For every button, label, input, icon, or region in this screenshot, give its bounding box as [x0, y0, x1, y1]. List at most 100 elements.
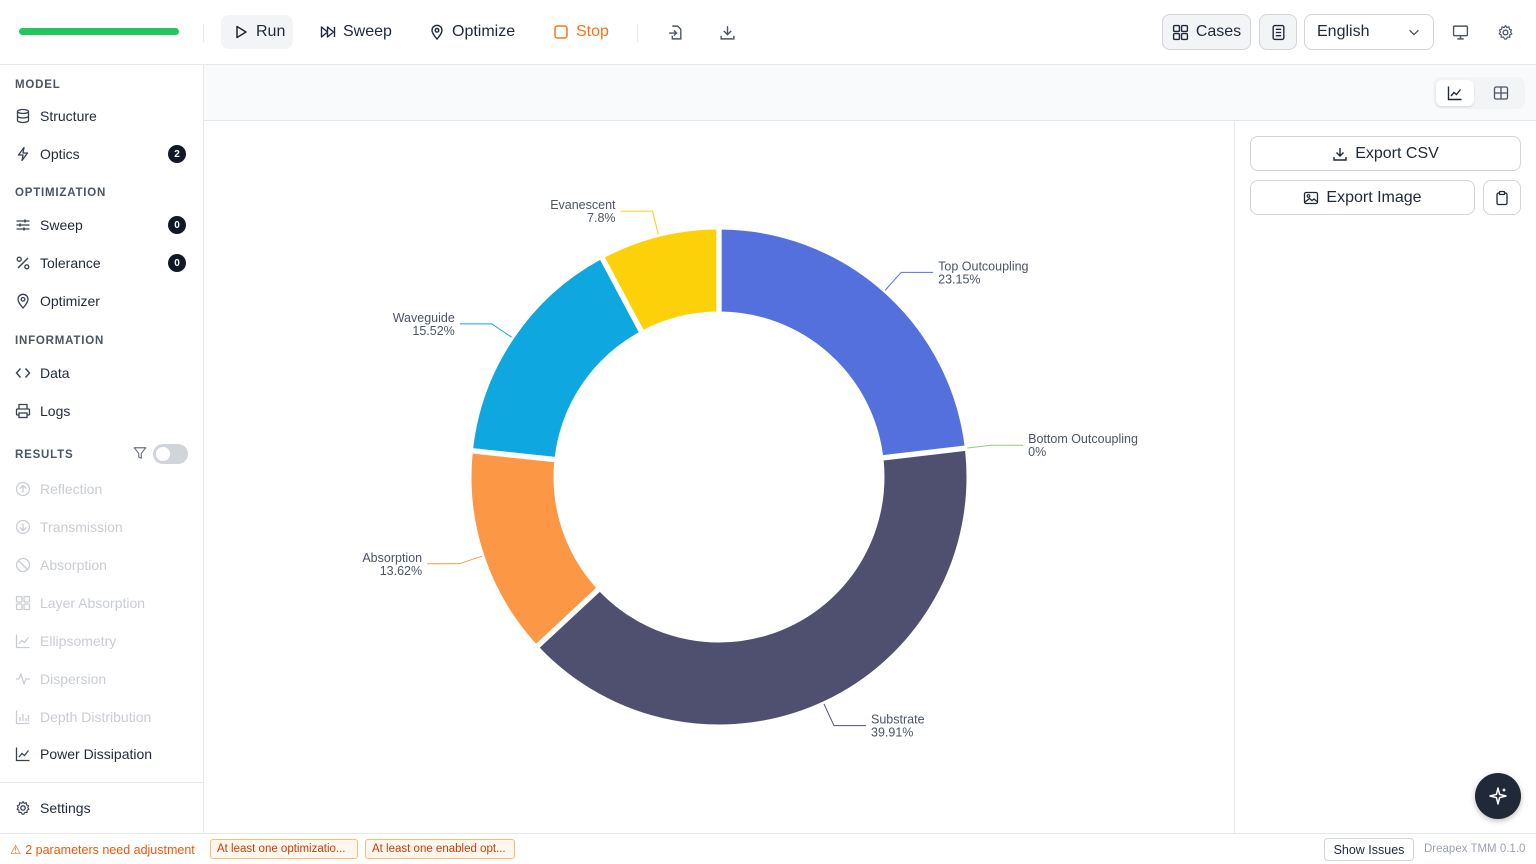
table-view-button[interactable]: [1482, 80, 1520, 106]
pin-icon: [17, 293, 29, 309]
app-version: Dreapex TMM 0.1.0: [1424, 843, 1526, 855]
leader-line-top-outcoupling: [884, 271, 934, 291]
slice-value-waveguide: 15.52%: [412, 324, 454, 338]
sidebar-item-depth-distribution[interactable]: Depth Distribution: [15, 703, 191, 731]
slice-waveguide[interactable]: [472, 258, 641, 458]
ai-assistant-button[interactable]: [1475, 773, 1521, 819]
display-button[interactable]: [1443, 15, 1477, 49]
top-toolbar: Run Sweep Optimize Stop Cases English: [0, 0, 1536, 65]
optimize-label: Optimize: [452, 23, 516, 40]
sidebar-item-label: Absorption: [40, 557, 107, 573]
sidebar-item-label: Structure: [40, 108, 97, 124]
run-button[interactable]: Run: [221, 15, 293, 49]
code-icon: [15, 368, 31, 378]
gear-icon: [1498, 24, 1512, 40]
slice-label-evanescent: Evanescent: [550, 198, 616, 212]
leader-line-substrate: [823, 703, 867, 727]
sidebar-item-label: Reflection: [40, 481, 103, 497]
sidebar-item-layer-absorption[interactable]: Layer Absorption: [15, 589, 191, 617]
fast-forward-icon: [320, 26, 336, 38]
toolbar-divider: [203, 24, 204, 42]
download-icon: [1333, 147, 1347, 161]
leader-line-waveguide: [459, 323, 512, 338]
sweep-button[interactable]: Sweep: [308, 15, 404, 49]
sidebar-item-dispersion[interactable]: Dispersion: [15, 665, 191, 693]
section-heading-optimization: OPTIMIZATION: [15, 187, 107, 199]
stop-label: Stop: [576, 23, 609, 40]
sidebar-item-label: Layer Absorption: [40, 595, 146, 611]
optimize-button[interactable]: Optimize: [417, 15, 527, 49]
results-filter-toggle[interactable]: [153, 444, 188, 464]
cases-label: Cases: [1195, 23, 1242, 40]
status-bar: ⚠ 2 parameters need adjustment At least …: [0, 833, 1536, 864]
leader-line-bottom-outcoupling: [967, 444, 1024, 449]
sidebar-item-data[interactable]: Data: [15, 359, 191, 387]
ban-icon: [15, 557, 31, 573]
file-import-icon: [668, 24, 682, 40]
download-icon: [719, 25, 735, 40]
document-icon: [1271, 24, 1285, 40]
show-issues-button[interactable]: Show Issues: [1324, 838, 1414, 861]
sidebar-item-optics[interactable]: Structure Optics 2: [15, 140, 191, 168]
settings-button[interactable]: [1488, 15, 1522, 49]
slice-top-outcoupling[interactable]: [720, 228, 966, 457]
sidebar-item-optimizer[interactable]: Optimizer: [15, 287, 191, 315]
sidebar-item-structure[interactable]: Structure: [15, 102, 191, 130]
leader-line-evanescent: [620, 210, 659, 235]
import-button[interactable]: [658, 15, 692, 49]
sidebar-item-ellipsometry[interactable]: Ellipsometry: [15, 627, 191, 655]
sidebar-item-reflection[interactable]: Reflection: [15, 475, 191, 503]
sidebar-item-transmission[interactable]: Transmission: [15, 513, 191, 541]
slice-label-bottom-outcoupling: Bottom Outcoupling: [1028, 432, 1138, 446]
sidebar-item-label: Sweep: [40, 217, 83, 233]
sidebar-item-label: Optics: [40, 146, 80, 162]
grid-icon: [15, 595, 31, 611]
stop-button[interactable]: Stop: [541, 15, 621, 49]
issue-chip[interactable]: At least one enabled opt...: [365, 839, 515, 859]
notes-button[interactable]: [1259, 14, 1297, 50]
slice-evanescent[interactable]: [603, 228, 718, 332]
chart-view-button[interactable]: [1436, 80, 1474, 106]
toolbar-divider: [637, 24, 638, 42]
copy-clipboard-button[interactable]: [1483, 180, 1521, 215]
sidebar-item-tolerance[interactable]: Tolerance 0: [15, 249, 191, 277]
export-panel: Export CSV Export Image: [1234, 121, 1536, 833]
issue-chip[interactable]: At least one optimizatio...: [210, 839, 358, 859]
download-button[interactable]: [710, 15, 744, 49]
section-heading-results: RESULTS: [15, 449, 74, 461]
section-heading-model: MODEL: [15, 79, 61, 91]
sidebar-item-label: Ellipsometry: [40, 633, 117, 649]
slice-substrate[interactable]: [538, 449, 968, 726]
grid-icon: [1172, 24, 1188, 40]
warning-icon: ⚠: [10, 843, 22, 857]
export-image-button[interactable]: Export Image: [1250, 180, 1475, 215]
cases-button[interactable]: Cases: [1162, 14, 1251, 50]
language-select[interactable]: English: [1304, 14, 1434, 50]
run-label: Run: [256, 23, 286, 40]
sidebar-item-sweep[interactable]: Sweep 0: [15, 211, 191, 239]
warning-summary[interactable]: ⚠ 2 parameters need adjustment: [10, 842, 195, 858]
slice-absorption[interactable]: [470, 452, 598, 646]
slice-value-absorption: 13.62%: [380, 564, 422, 578]
sliders-icon: [16, 219, 30, 231]
export-image-label: Export Image: [1326, 188, 1422, 206]
sidebar-item-absorption[interactable]: Absorption: [15, 551, 191, 579]
sidebar-item-power-dissipation[interactable]: Power Dissipation: [15, 740, 191, 768]
sidebar-item-settings[interactable]: Settings: [15, 794, 191, 822]
arrow-down-circle-icon: [15, 519, 31, 535]
export-csv-button[interactable]: Export CSV: [1250, 136, 1521, 171]
slice-value-substrate: 39.91%: [871, 726, 913, 740]
warning-text: 2 parameters need adjustment: [25, 842, 195, 857]
export-csv-label: Export CSV: [1355, 144, 1439, 162]
monitor-icon: [1452, 24, 1468, 40]
leader-line-absorption: [427, 555, 483, 565]
filter-icon[interactable]: [133, 446, 147, 460]
clipboard-icon: [1496, 190, 1508, 205]
table-icon: [1493, 86, 1509, 100]
bar-chart-icon: [15, 710, 30, 725]
sidebar-item-logs[interactable]: Logs: [15, 397, 191, 425]
slice-value-top-outcoupling: 23.15%: [938, 272, 980, 286]
count-badge: 2: [168, 145, 186, 163]
sidebar-item-label: Tolerance: [40, 255, 101, 271]
pulse-icon: [16, 673, 30, 685]
